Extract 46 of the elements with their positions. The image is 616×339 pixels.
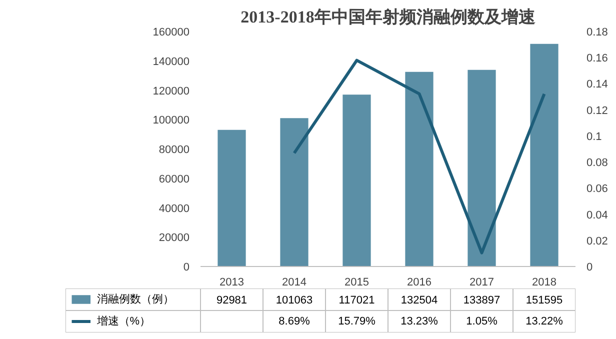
bar: [342, 94, 371, 266]
y-tick-label: 60000: [158, 173, 190, 186]
y2-tick-label: 0.12: [586, 104, 608, 117]
y-tick-label: 140000: [152, 56, 190, 68]
y2-tick-label: 0.16: [586, 52, 608, 65]
x-tick-label: 2017: [470, 276, 494, 288]
x-tick-label: 2013: [220, 276, 244, 288]
data-label: 92981: [216, 294, 248, 306]
line-series: [292, 58, 546, 254]
x-tick-label: 2014: [282, 276, 306, 288]
data-label: 8.69%: [278, 316, 310, 328]
data-label: 133897: [463, 294, 500, 306]
y-tick-label: 20000: [158, 232, 190, 244]
bar: [405, 72, 434, 266]
y2-tick-label: 0.18: [586, 26, 608, 38]
y-tick-label: 160000: [152, 26, 190, 38]
y-tick-label: 80000: [158, 144, 190, 156]
data-label: 101063: [276, 294, 313, 306]
y2-tick-label: 0.1: [586, 130, 602, 143]
y-tick-label: 120000: [152, 85, 190, 98]
legend-label: 增速（%）: [96, 314, 151, 328]
y2-tick-label: 0.04: [586, 209, 608, 222]
bar: [218, 130, 246, 266]
legend-label: 消融例数（例）: [96, 292, 174, 306]
y2-tick-label: 0.08: [586, 157, 608, 170]
x-tick-label: 2015: [344, 276, 369, 288]
data-label: 15.79%: [338, 316, 376, 328]
data-label: 117021: [338, 294, 375, 306]
chart-title: 2013-2018年中国年射频消融例数及增速: [240, 8, 536, 26]
x-tick-label: 2016: [407, 276, 432, 288]
bar: [280, 118, 308, 266]
data-label: 13.22%: [526, 316, 564, 328]
data-label: 13.23%: [400, 316, 438, 328]
y2-tick-label: 0.02: [586, 235, 608, 248]
y2-tick-label: 0: [586, 262, 593, 274]
y2-tick-label: 0.14: [586, 78, 608, 91]
y2-tick-label: 0.06: [586, 183, 608, 196]
data-label: 1.05%: [466, 316, 498, 328]
y-tick-label: 100000: [152, 114, 190, 127]
data-label: 151595: [526, 294, 563, 306]
y-tick-label: 0: [183, 262, 190, 274]
bar: [468, 70, 496, 266]
bar: [530, 44, 558, 266]
data-label: 132504: [400, 294, 438, 306]
x-tick-label: 2018: [532, 276, 556, 288]
y-tick-label: 40000: [158, 202, 190, 215]
